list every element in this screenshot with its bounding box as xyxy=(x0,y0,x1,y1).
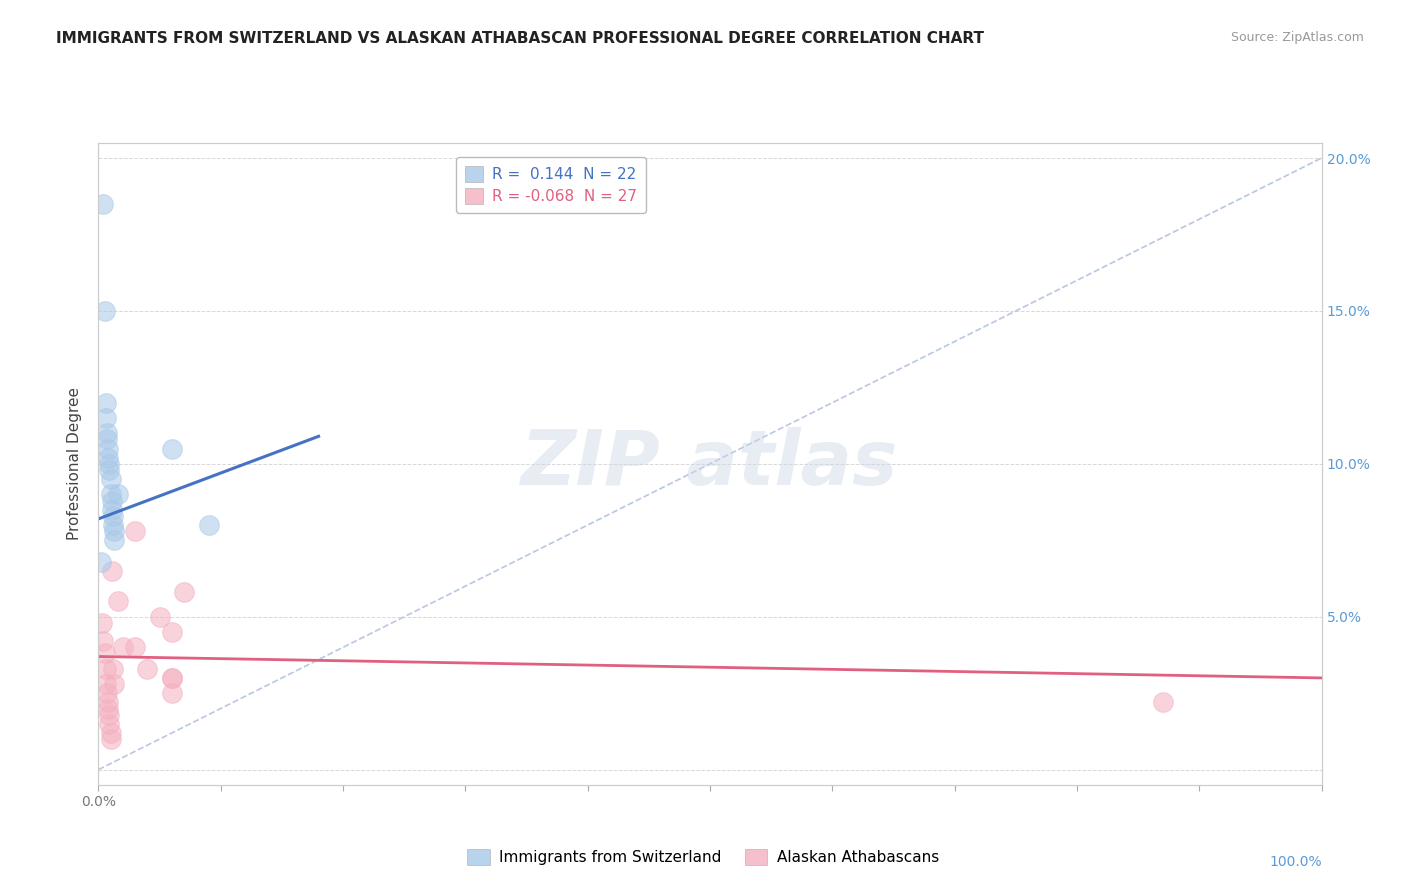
Point xyxy=(107,594,129,608)
Point xyxy=(97,695,120,709)
Point xyxy=(100,487,122,501)
Point xyxy=(1152,695,1174,709)
Point xyxy=(97,450,120,465)
Point xyxy=(91,615,114,630)
Point xyxy=(101,508,124,523)
Point xyxy=(160,671,183,685)
Point xyxy=(160,686,183,700)
Text: 100.0%: 100.0% xyxy=(1270,855,1322,870)
Text: Source: ZipAtlas.com: Source: ZipAtlas.com xyxy=(1230,31,1364,45)
Point xyxy=(149,609,172,624)
Point xyxy=(197,518,219,533)
Point xyxy=(96,426,118,441)
Point xyxy=(103,524,125,538)
Point xyxy=(101,564,124,578)
Point xyxy=(98,463,121,477)
Point xyxy=(103,677,125,691)
Point xyxy=(94,662,117,676)
Point xyxy=(160,625,183,640)
Point xyxy=(96,433,118,447)
Point xyxy=(98,707,121,722)
Point xyxy=(173,585,195,599)
Point xyxy=(111,640,134,655)
Point xyxy=(94,411,117,425)
Point xyxy=(101,518,124,533)
Point xyxy=(98,457,121,471)
Point xyxy=(124,640,146,655)
Point xyxy=(96,686,118,700)
Text: ZIP atlas: ZIP atlas xyxy=(522,427,898,500)
Point xyxy=(103,533,125,548)
Point xyxy=(93,304,115,318)
Point xyxy=(91,634,114,648)
Point xyxy=(91,197,114,211)
Point xyxy=(101,662,124,676)
Point xyxy=(100,732,122,747)
Point xyxy=(94,677,117,691)
Text: IMMIGRANTS FROM SWITZERLAND VS ALASKAN ATHABASCAN PROFESSIONAL DEGREE CORRELATIO: IMMIGRANTS FROM SWITZERLAND VS ALASKAN A… xyxy=(56,31,984,46)
Point xyxy=(97,701,120,715)
Point xyxy=(160,442,183,456)
Point xyxy=(101,502,124,516)
Point xyxy=(90,555,112,569)
Legend: Immigrants from Switzerland, Alaskan Athabascans: Immigrants from Switzerland, Alaskan Ath… xyxy=(461,843,945,871)
Point xyxy=(136,662,159,676)
Point xyxy=(107,487,129,501)
Point xyxy=(93,647,115,661)
Point xyxy=(100,472,122,486)
Point xyxy=(101,493,124,508)
Legend: R =  0.144  N = 22, R = -0.068  N = 27: R = 0.144 N = 22, R = -0.068 N = 27 xyxy=(456,157,647,213)
Point xyxy=(124,524,146,538)
Point xyxy=(98,716,121,731)
Point xyxy=(94,395,117,409)
Y-axis label: Professional Degree: Professional Degree xyxy=(67,387,83,541)
Point xyxy=(160,671,183,685)
Point xyxy=(100,726,122,740)
Point xyxy=(97,442,120,456)
